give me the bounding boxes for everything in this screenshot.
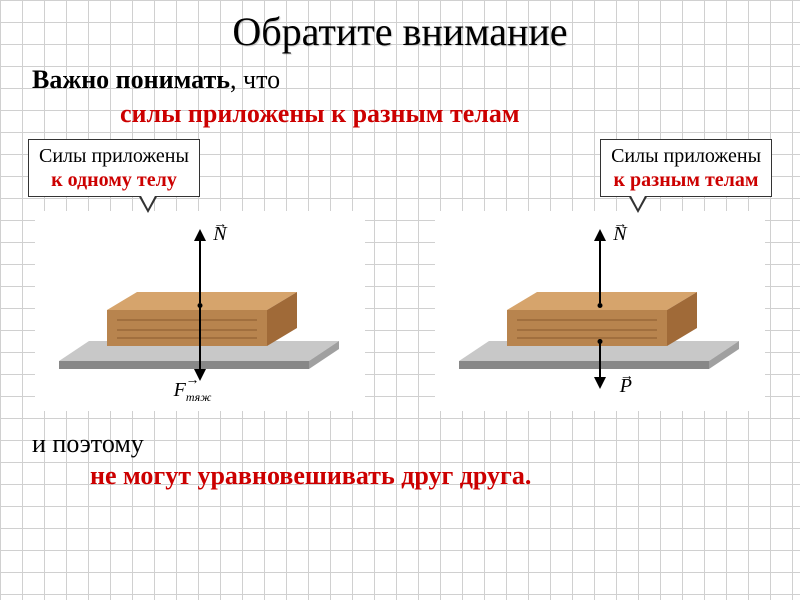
- arrow-P-head: [594, 377, 606, 389]
- arrow-N-shaft: [199, 239, 201, 303]
- outro-line-2-red: не могут уравновешивать друг друга.: [0, 461, 800, 491]
- arrow-Ftyazh-shaft: [199, 305, 201, 371]
- label-N: →N: [213, 223, 226, 246]
- slide-title: Обратите внимание: [0, 0, 800, 55]
- callout-right-line2: к разным телам: [614, 169, 759, 191]
- callout-right-line1: Силы приложены: [611, 145, 761, 167]
- label-Ftyazh: →Fтяж: [174, 379, 212, 405]
- wooden-block-r: [507, 292, 697, 346]
- diagram-right: →N →P: [435, 211, 765, 411]
- force-origin-dot-P: [598, 339, 603, 344]
- arrow-N-head-r: [594, 229, 606, 241]
- arrow-P-shaft: [599, 341, 601, 379]
- right-column: Силы приложены к разным телам: [420, 143, 780, 411]
- intro-rest: , что: [230, 65, 280, 94]
- wooden-block: [107, 292, 297, 346]
- intro-line-1: Важно понимать, что: [0, 65, 800, 95]
- callout-left-line1: Силы приложены: [39, 145, 189, 167]
- outro-line-1: и поэтому: [0, 429, 800, 459]
- callout-tail-inner-r: [630, 194, 646, 209]
- left-column: Силы приложены к одному телу: [20, 143, 380, 411]
- intro-line-2-red: силы приложены к разным телам: [0, 99, 800, 129]
- force-origin-dot-r: [598, 303, 603, 308]
- callout-right: Силы приложены к разным телам: [600, 139, 772, 197]
- intro-bold: Важно понимать: [32, 65, 230, 94]
- diagram-left: →N →Fтяж: [35, 211, 365, 411]
- callout-left-line2: к одному телу: [51, 169, 177, 191]
- label-N-r: →N: [613, 223, 626, 246]
- callout-left: Силы приложены к одному телу: [28, 139, 200, 197]
- label-P: →P: [620, 375, 632, 398]
- diagram-row: Силы приложены к одному телу: [0, 143, 800, 411]
- arrow-N-head: [194, 229, 206, 241]
- callout-tail-inner: [140, 194, 156, 209]
- arrow-N-shaft-r: [599, 239, 601, 303]
